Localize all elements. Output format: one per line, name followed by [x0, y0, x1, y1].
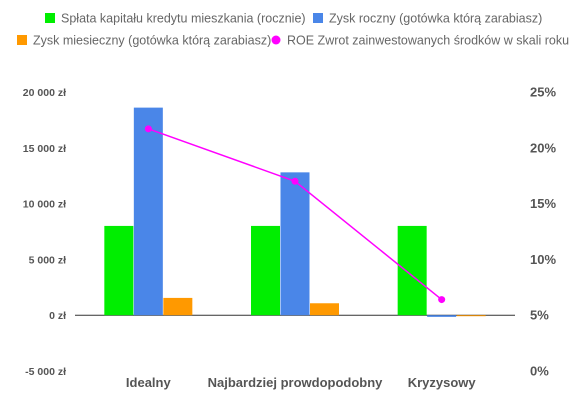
bar-kryzysowy-series-3 [456, 315, 486, 317]
legend-label-4: ROE Zwrot zainwestowanych środków w skal… [287, 34, 569, 48]
bar-idealny-series-1 [104, 225, 134, 316]
bar-idealny-series-3 [163, 297, 193, 316]
left-axis: -5 000 zł 0 zł 5 000 zł 10 000 zł 15 000 zł 2… [23, 87, 66, 378]
bar-kryzysowy-series-2 [427, 315, 457, 317]
right-tick-label-20: 20% [530, 140, 556, 155]
category-label-idealny: Idealny [126, 375, 172, 390]
legend-label-3: Zysk miesieczny (gotówka którą zarabiasz… [33, 34, 271, 48]
left-tick-label-20-000-zl: 20 000 zł [23, 87, 66, 99]
bar-kryzysowy-series-1 [397, 225, 427, 316]
legend-item-3: Zysk miesieczny (gotówka którą zarabiasz… [17, 34, 271, 48]
right-tick-label-5: 5% [530, 308, 549, 323]
right-tick-label-25: 25% [530, 85, 556, 100]
bars [104, 107, 486, 317]
bar-najbardziej-prowdopodobny-series-2 [280, 172, 310, 316]
left-tick-label-15-000-zl: 15 000 zł [23, 143, 66, 155]
left-tick-label-0-zl: 0 zł [49, 310, 66, 322]
right-axis: 0% 5% 10% 15% 20% 25% [530, 85, 556, 379]
left-tick-label-10-000-zl: 10 000 zł [23, 199, 66, 211]
legend-item-1: Spłata kapitału kredytu mieszkania (rocz… [45, 12, 306, 26]
roe-point-kryzysowy [438, 296, 446, 304]
bar-najbardziej-prowdopodobny-series-1 [251, 225, 280, 316]
category-label-najbardziej-prowdopodobny: Najbardziej prowdopodobny [208, 375, 384, 390]
legend-marker-4 [271, 35, 281, 45]
legend-label-1: Spłata kapitału kredytu mieszkania (rocz… [61, 12, 306, 26]
left-tick-label-5-000-zl: -5 000 zł [25, 366, 66, 378]
right-tick-label-15: 15% [530, 196, 556, 211]
roe-point-najbardziej-prowdopodobny [291, 177, 299, 185]
legend: Spłata kapitału kredytu mieszkania (rocz… [17, 12, 569, 48]
category-label-kryzysowy: Kryzysowy [408, 375, 477, 390]
left-tick-label-5-000-zl: 5 000 zł [29, 254, 66, 266]
legend-swatch-1 [45, 13, 55, 23]
right-tick-label-0: 0% [530, 364, 549, 379]
legend-label-2: Zysk roczny (gotówka którą zarabiasz) [329, 12, 542, 26]
legend-swatch-2 [313, 13, 323, 23]
category-labels: Idealny Najbardziej prowdopodobny Kryzysow… [126, 375, 476, 390]
bar-najbardziej-prowdopodobny-series-3 [310, 303, 339, 316]
bar-idealny-series-2 [133, 107, 163, 316]
right-tick-label-10: 10% [530, 252, 556, 267]
roe-line-series [144, 125, 446, 304]
legend-swatch-3 [17, 35, 27, 45]
legend-item-4: ROE Zwrot zainwestowanych środków w skal… [271, 34, 569, 48]
roe-point-idealny [144, 125, 152, 133]
legend-item-2: Zysk roczny (gotówka którą zarabiasz) [313, 12, 542, 26]
